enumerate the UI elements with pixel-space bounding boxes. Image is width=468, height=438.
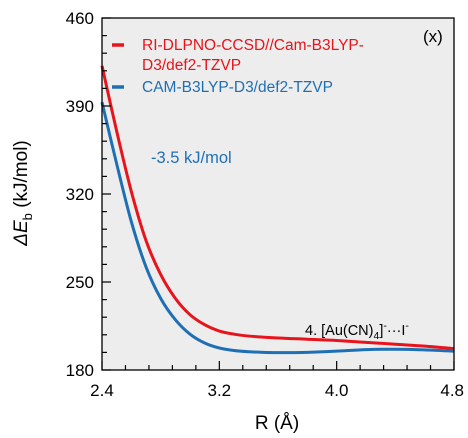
- x-tick-label: 3.2: [208, 381, 232, 400]
- energy-annotation: -3.5 kJ/mol: [151, 149, 232, 167]
- series-layer: [100, 65, 455, 355]
- y-tick-label: 320: [66, 185, 94, 204]
- y-tick-label: 460: [66, 9, 94, 28]
- axes-layer: 180 250 320 390 460 2.4 3.2 4.0 4.8: [66, 9, 464, 400]
- x-tick-label: 2.4: [90, 381, 114, 400]
- y-axis-title: ΔEb (kJ/mol): [11, 140, 35, 246]
- y-tick-label: 180: [66, 361, 94, 380]
- y-tick-label: 390: [66, 97, 94, 116]
- y-tick-label: 250: [66, 273, 94, 292]
- x-tick-label: 4.0: [325, 381, 349, 400]
- plot-background: [102, 18, 454, 370]
- panel-label: (x): [423, 27, 443, 46]
- system-label: 4. [Au(CN)4]-···I-: [305, 320, 409, 342]
- legend-label-2: CAM-B3LYP-D3/def2-TZVP: [142, 79, 333, 96]
- legend: RI-DLPNO-CCSD//Cam-B3LYP- D3/def2-TZVP CAM…: [112, 37, 364, 96]
- x-axis-title: R (Å): [255, 413, 299, 434]
- legend-label-1: D3/def2-TZVP: [142, 57, 241, 74]
- series-line-2: [100, 101, 455, 355]
- series-line-1: [100, 65, 455, 351]
- legend-label-1: RI-DLPNO-CCSD//Cam-B3LYP-: [142, 37, 364, 54]
- x-tick-label: 4.8: [440, 381, 464, 400]
